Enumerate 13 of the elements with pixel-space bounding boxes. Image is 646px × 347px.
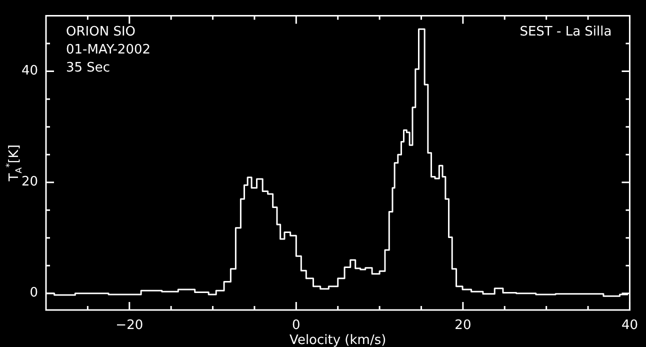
annotation: ORION SIO [66, 24, 136, 40]
annotation: 01-MAY-2002 [66, 42, 151, 58]
y-tick-label: 20 [21, 174, 38, 190]
y-tick-label: 40 [21, 64, 38, 79]
x-axis-title: Velocity (km/s) [290, 333, 386, 347]
y-tick-label: 0 [30, 286, 38, 301]
x-tick-label: −20 [116, 318, 144, 334]
x-tick-label: 20 [454, 318, 472, 334]
annotation: SEST - La Silla [520, 24, 612, 40]
x-tick-label: 40 [621, 318, 638, 334]
x-tick-label: 0 [292, 318, 300, 334]
annotation: 35 Sec [66, 60, 110, 76]
y-axis-title: TA*[K] [4, 144, 24, 182]
